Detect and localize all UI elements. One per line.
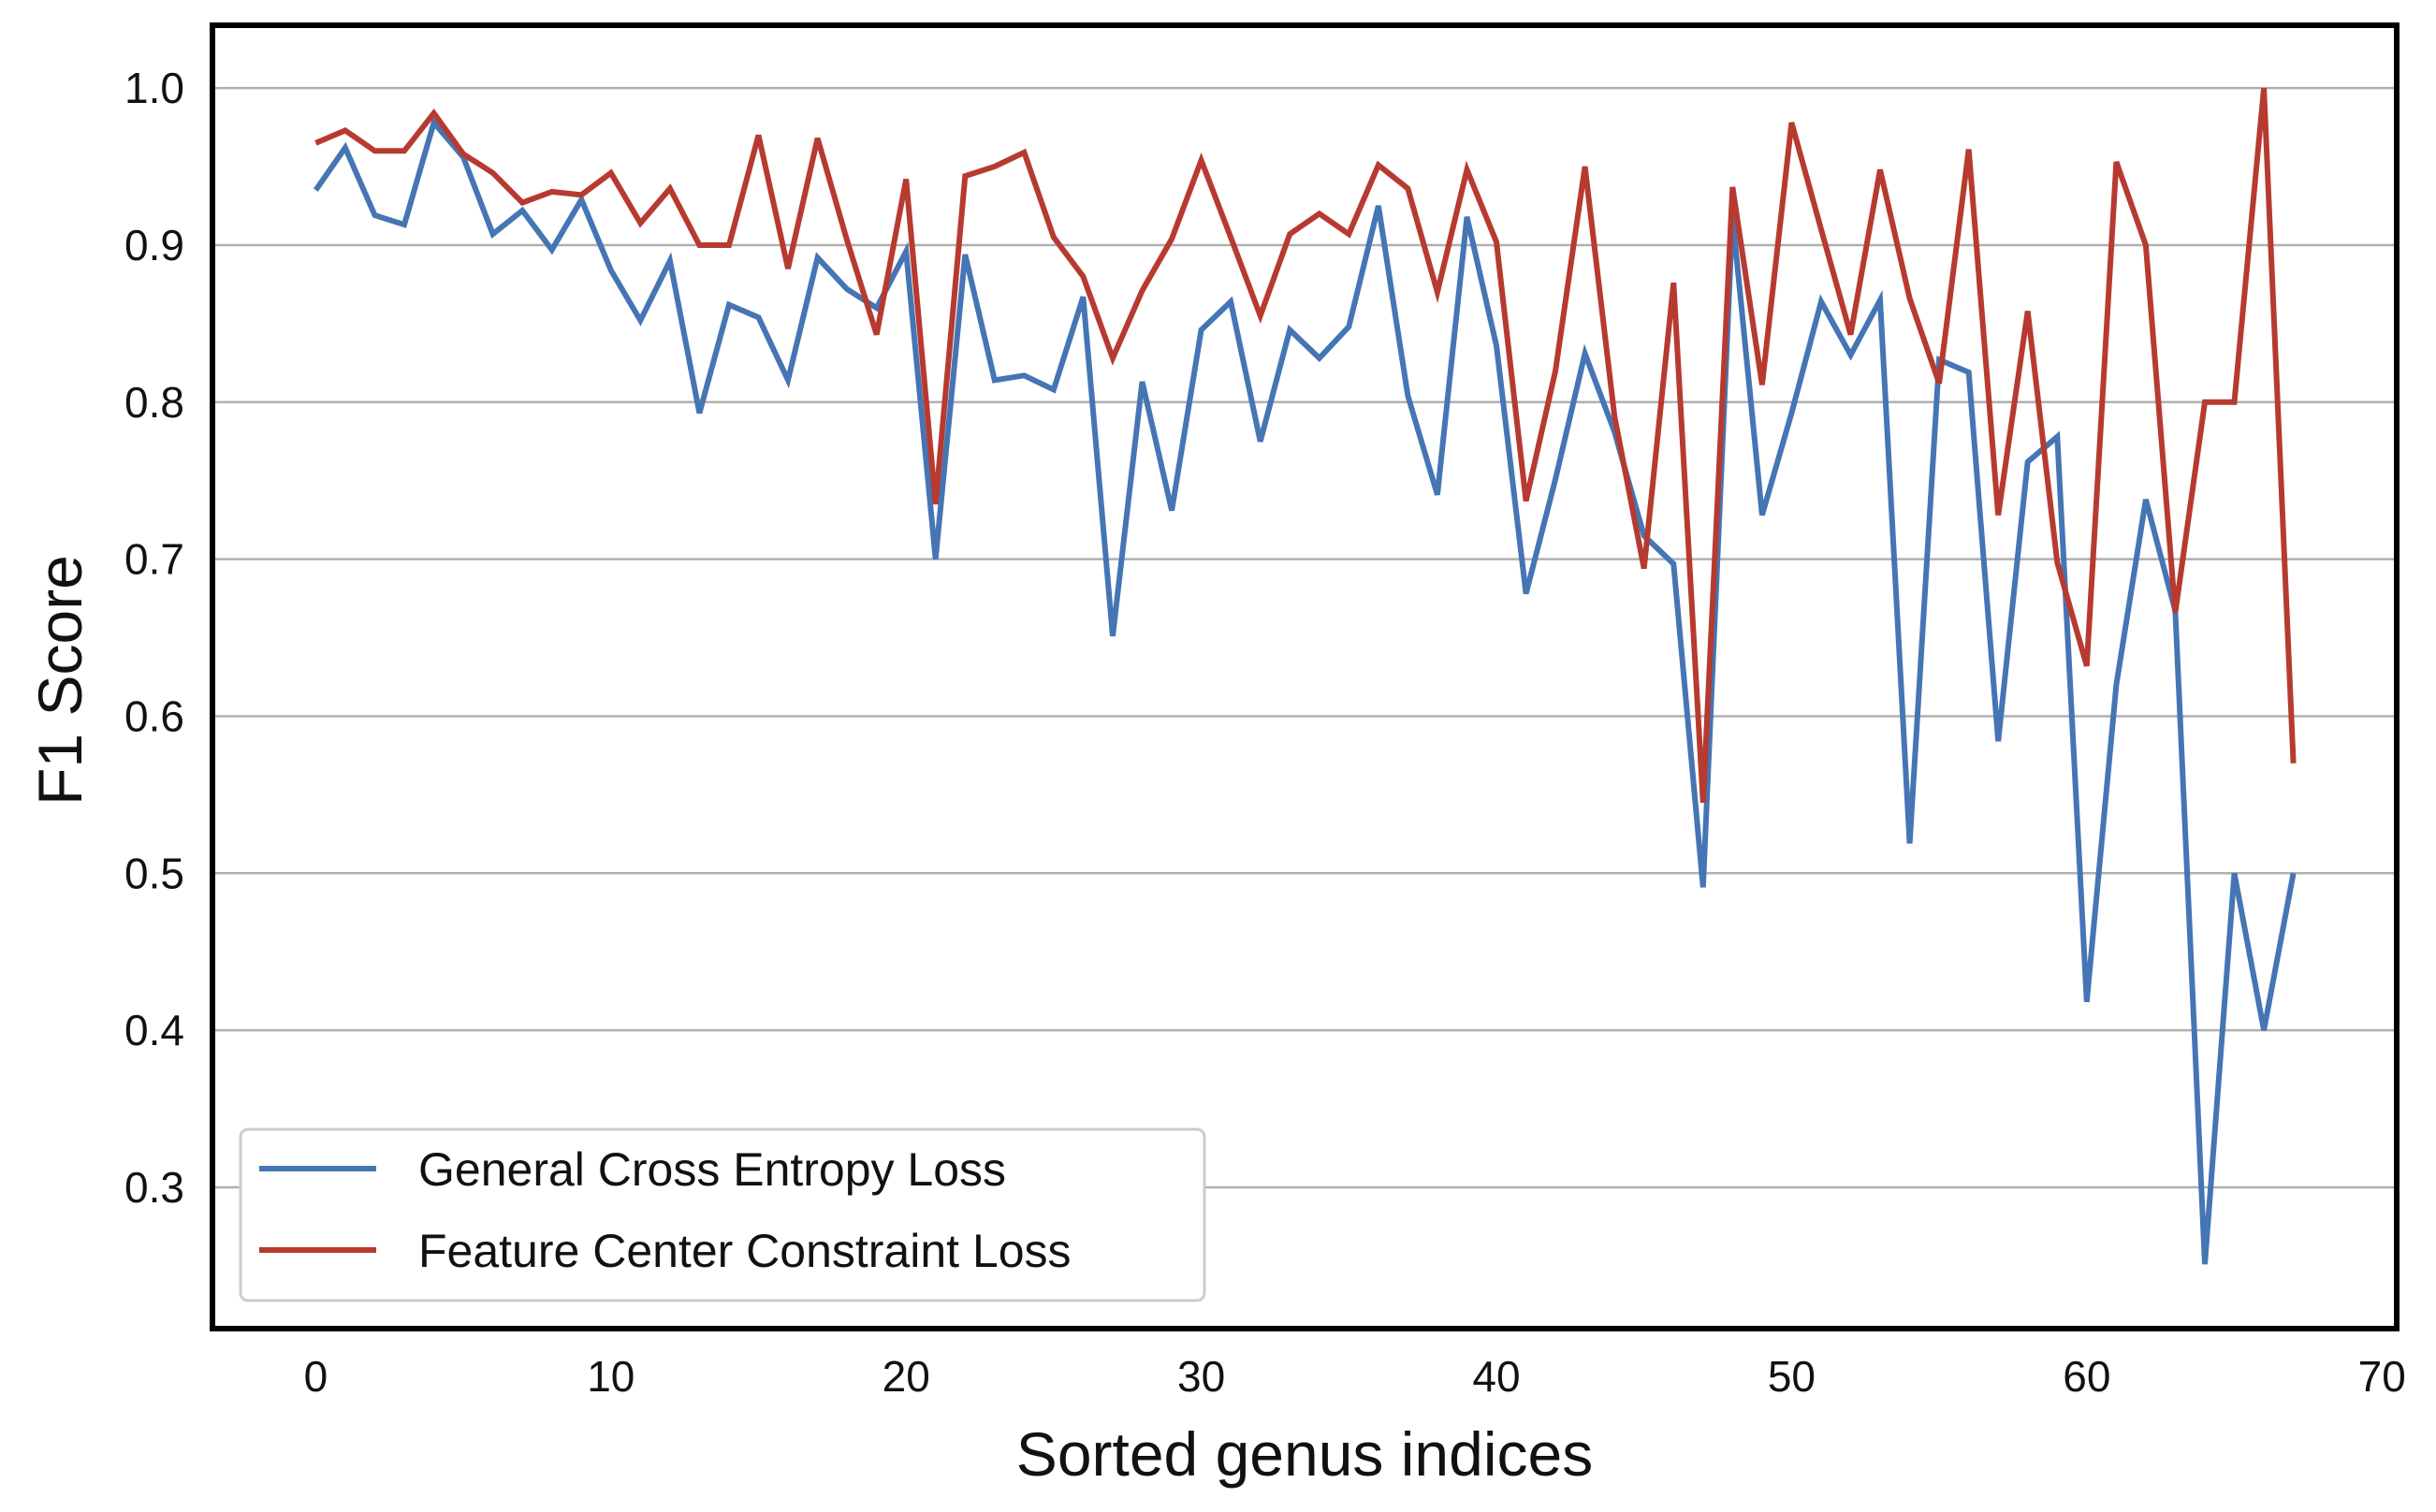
y-tick-label: 0.8 (124, 378, 184, 427)
y-tick-label: 0.6 (124, 691, 184, 740)
x-axis-title: Sorted genus indices (1016, 1419, 1593, 1489)
y-tick-label: 0.3 (124, 1163, 184, 1212)
series-line-feature-center-constraint (314, 87, 2297, 803)
legend-label-feature-center: Feature Center Constraint Loss (418, 1225, 1072, 1277)
legend-box (239, 1127, 1206, 1302)
y-axis-title: F1 Score (25, 555, 95, 806)
x-axis-ticks: 0 10 20 30 40 50 60 70 (304, 1352, 2406, 1401)
x-tick-label: 70 (2358, 1352, 2406, 1401)
y-axis-ticks: 0.3 0.4 0.5 0.6 0.7 0.8 0.9 1.0 (124, 64, 184, 1212)
y-tick-label: 0.7 (124, 535, 184, 584)
series-layer (313, 87, 2297, 1265)
x-tick-label: 30 (1177, 1352, 1225, 1401)
plot-frame (210, 22, 2400, 1331)
x-tick-label: 40 (1472, 1352, 1520, 1401)
x-tick-label: 0 (304, 1352, 328, 1401)
y-tick-label: 0.4 (124, 1006, 184, 1054)
x-tick-label: 20 (883, 1352, 930, 1401)
legend: General Cross Entropy Loss Feature Cente… (239, 1127, 1206, 1302)
x-tick-label: 60 (2063, 1352, 2110, 1401)
y-tick-label: 0.5 (124, 849, 184, 897)
legend-label-general-ce: General Cross Entropy Loss (418, 1143, 1006, 1196)
series-line-general-cross-entropy (313, 116, 2297, 1265)
y-tick-label: 1.0 (124, 64, 184, 112)
x-tick-label: 10 (587, 1352, 635, 1401)
x-tick-label: 50 (1768, 1352, 1816, 1401)
y-tick-label: 0.9 (124, 221, 184, 269)
